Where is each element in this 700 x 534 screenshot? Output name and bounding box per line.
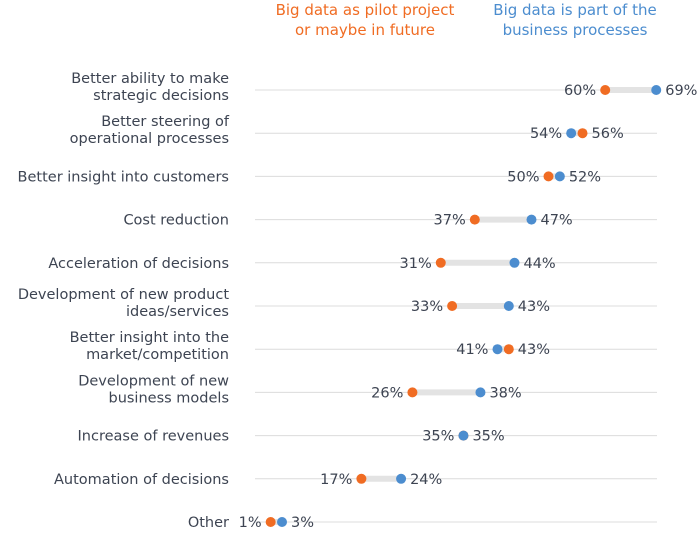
pilot-dot <box>503 344 514 355</box>
category-label: Better ability to make <box>71 71 229 87</box>
pilot-dot <box>600 85 611 95</box>
data-label: 37% <box>434 213 466 229</box>
category-label: Better insight into customers <box>18 169 229 185</box>
data-label: 3% <box>291 515 314 531</box>
data-label: 52% <box>569 169 601 185</box>
data-label: 38% <box>489 385 521 401</box>
category-label: Better insight into the <box>70 330 229 346</box>
legend-business-line-2: business processes <box>502 21 648 39</box>
category-label: Acceleration of decisions <box>48 256 229 272</box>
business-dot <box>492 344 503 355</box>
data-label: 41% <box>456 342 488 358</box>
data-label: 47% <box>540 213 572 229</box>
legend-pilot-project: Big data as pilot project or maybe in fu… <box>260 0 470 40</box>
business-dot <box>651 85 662 95</box>
category-label: Better steering of <box>101 114 230 130</box>
data-label: 1% <box>239 515 262 531</box>
pilot-dot <box>435 257 446 268</box>
data-label: 44% <box>523 256 555 272</box>
pilot-dot <box>543 171 554 182</box>
category-label: Development of new product <box>18 287 229 303</box>
data-label: 24% <box>410 472 442 488</box>
business-dot <box>509 257 520 268</box>
business-dot <box>503 301 514 311</box>
legend-business-line-1: Big data is part of the <box>493 1 657 19</box>
pilot-dot <box>407 387 418 398</box>
legend-pilot-line-2: or maybe in future <box>295 21 435 39</box>
business-dot <box>277 517 288 527</box>
category-label: Development of new <box>78 373 229 389</box>
data-label: 17% <box>320 472 352 488</box>
business-dot <box>554 171 565 182</box>
pilot-dot <box>356 473 367 484</box>
data-label: 31% <box>400 256 432 272</box>
category-label: operational processes <box>70 131 229 147</box>
data-label: 35% <box>472 429 504 445</box>
data-label: 69% <box>665 83 697 99</box>
business-dot <box>475 387 486 398</box>
data-label: 43% <box>518 299 550 315</box>
category-label: ideas/services <box>126 304 229 320</box>
data-label: 60% <box>564 83 596 99</box>
data-label: 33% <box>411 299 443 315</box>
pilot-dot <box>265 517 276 527</box>
category-label: business models <box>108 390 229 406</box>
category-label: market/competition <box>86 347 229 363</box>
category-label: Other <box>188 515 229 531</box>
business-dot <box>458 430 469 441</box>
category-label: Automation of decisions <box>54 472 229 488</box>
pilot-dot <box>469 214 480 225</box>
data-label: 26% <box>371 385 403 401</box>
business-dot <box>396 473 407 484</box>
legend-pilot-line-1: Big data as pilot project <box>275 1 455 19</box>
legend-business-processes: Big data is part of the business process… <box>470 0 680 40</box>
data-label: 35% <box>422 429 454 445</box>
category-label: Increase of revenues <box>78 429 229 445</box>
category-label: Cost reduction <box>123 213 229 229</box>
pilot-dot <box>447 301 458 311</box>
data-label: 50% <box>507 169 539 185</box>
data-label: 56% <box>592 126 624 142</box>
data-label: 54% <box>530 126 562 142</box>
category-label: strategic decisions <box>93 88 229 104</box>
business-dot <box>566 128 577 139</box>
pilot-dot <box>577 128 588 139</box>
data-label: 43% <box>518 342 550 358</box>
business-dot <box>526 214 537 225</box>
